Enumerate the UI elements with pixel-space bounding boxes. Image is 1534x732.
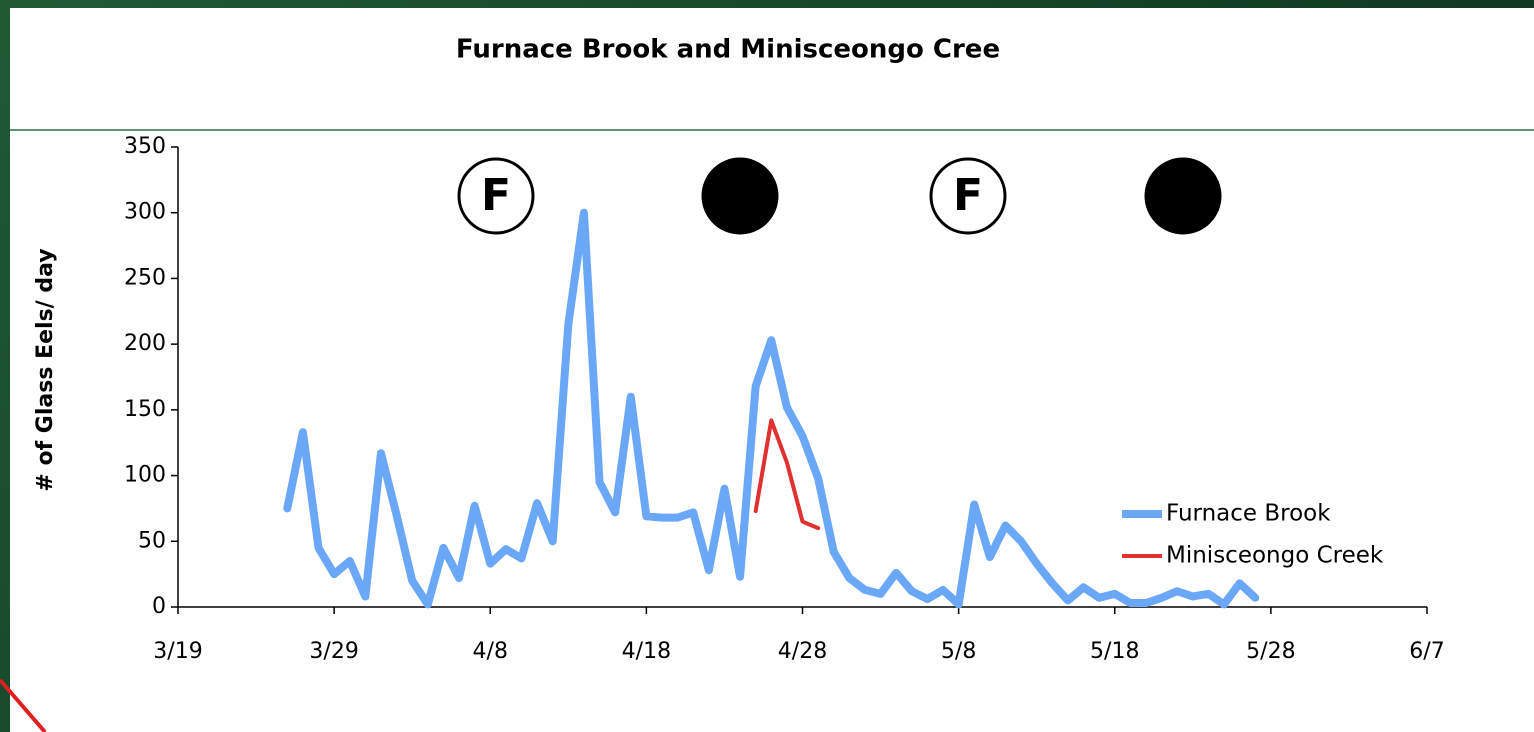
y-tick-label: 200 (124, 331, 166, 356)
x-tick-label: 5/18 (1090, 639, 1139, 664)
moon-icon (1144, 157, 1222, 235)
y-tick-label: 250 (124, 265, 166, 290)
y-tick-label: 300 (124, 200, 166, 225)
moon-icon (929, 157, 1007, 235)
x-tick-label: 4/18 (622, 639, 671, 664)
x-tick-label: 4/28 (778, 639, 827, 664)
corner-line (0, 678, 47, 732)
chart-title: Furnace Brook and Minisceongo Cree (456, 35, 1000, 65)
y-tick-label: 0 (152, 594, 166, 619)
series-line (753, 418, 821, 531)
x-tick-label: 5/8 (941, 639, 976, 664)
legend-label: Minisceongo Creek (1166, 543, 1384, 569)
y-tick-label: 150 (124, 397, 166, 422)
legend-label: Furnace Brook (1166, 501, 1331, 527)
moon-icon (701, 157, 779, 235)
annotation: N (722, 170, 759, 221)
x-tick-label: 6/7 (1409, 639, 1444, 664)
y-axis-label: # of Glass Eels/ day (33, 248, 58, 491)
moon-icon (457, 157, 535, 235)
x-tick-label: 3/29 (309, 639, 358, 664)
series-line (283, 208, 1260, 609)
y-tick-label: 50 (138, 528, 166, 553)
y-tick-label: 100 (124, 463, 166, 488)
annotation: N (1165, 170, 1202, 221)
annotation: F (953, 170, 983, 221)
panel (10, 8, 1534, 732)
annotation: F (481, 170, 511, 221)
x-tick-label: 4/8 (473, 639, 508, 664)
y-tick-label: 350 (124, 134, 166, 159)
x-tick-label: 3/19 (153, 639, 202, 664)
x-tick-label: 5/28 (1246, 639, 1295, 664)
